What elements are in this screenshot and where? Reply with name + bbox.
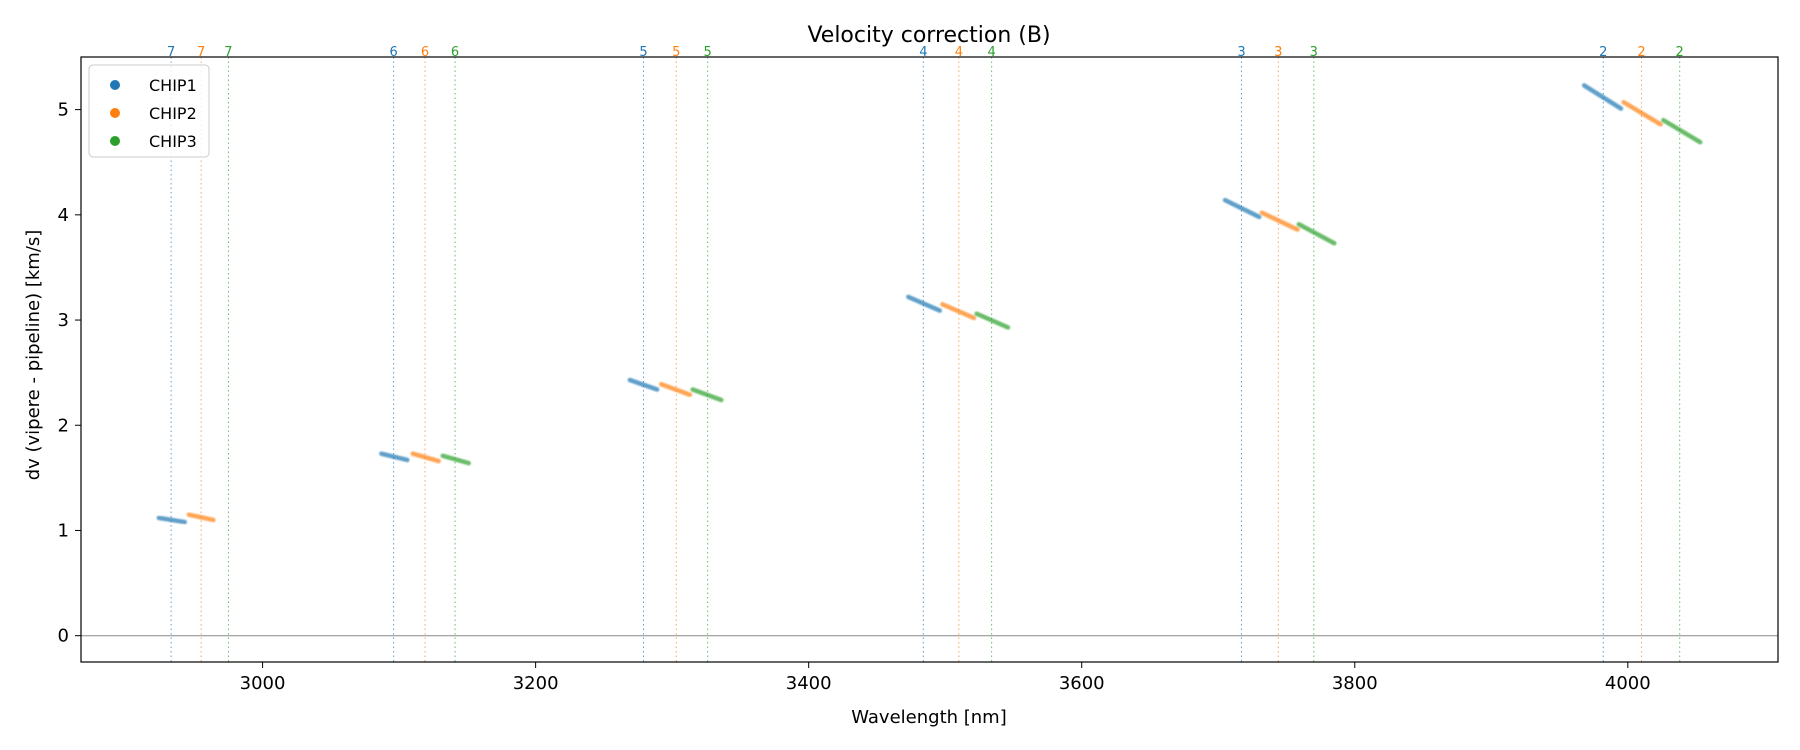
order-marker-label: 4 bbox=[955, 45, 963, 60]
data-segment-chip2 bbox=[410, 451, 441, 464]
y-tick-label: 0 bbox=[58, 626, 69, 647]
axes-frame bbox=[80, 56, 1779, 663]
data-segment-chip1 bbox=[156, 515, 188, 525]
x-axis: 3000 3200 3400 3600 3800 4000 bbox=[240, 662, 1651, 694]
order-marker-label: 5 bbox=[639, 45, 647, 60]
legend-marker-chip2 bbox=[110, 108, 120, 118]
order-marker-label: 7 bbox=[224, 45, 232, 60]
legend-marker-chip1 bbox=[110, 80, 120, 90]
y-tick-label: 3 bbox=[58, 310, 69, 331]
x-tick-label: 3600 bbox=[1059, 673, 1105, 694]
data-segment-chip2 bbox=[658, 381, 693, 397]
x-tick-label: 3800 bbox=[1332, 673, 1378, 694]
order-marker-label: 2 bbox=[1599, 45, 1607, 60]
order-marker-label: 7 bbox=[167, 45, 175, 60]
y-tick-label: 1 bbox=[58, 520, 69, 541]
legend-label-chip3: CHIP3 bbox=[149, 132, 197, 151]
data-segment-chip1 bbox=[1581, 83, 1624, 111]
order-marker-label: 6 bbox=[451, 45, 459, 60]
data-segment-chip3 bbox=[1296, 222, 1337, 246]
order-marker-label: 3 bbox=[1274, 45, 1282, 60]
order-marker-label: 2 bbox=[1676, 45, 1684, 60]
order-marker-label: 4 bbox=[987, 45, 995, 60]
chart-title: Velocity correction (B) bbox=[807, 23, 1050, 48]
y-tick-label: 5 bbox=[58, 100, 69, 121]
order-marker-label: 4 bbox=[919, 45, 927, 60]
legend: CHIP1 CHIP2 CHIP3 bbox=[88, 64, 210, 158]
plot-content: 7 7 7 6 6 6 5 5 5 4 4 4 3 3 3 2 2 2 bbox=[81, 45, 1778, 662]
x-tick-label: 4000 bbox=[1605, 673, 1651, 694]
y-axis-label: dv (vipere - pipeline) [km/s] bbox=[23, 230, 44, 481]
data-segment-chip1 bbox=[627, 377, 660, 392]
legend-label-chip2: CHIP2 bbox=[149, 104, 197, 123]
order-marker-label: 2 bbox=[1637, 45, 1645, 60]
data-segment-chip2 bbox=[1621, 99, 1663, 127]
order-marker-label: 5 bbox=[704, 45, 712, 60]
data-segment-chip1 bbox=[906, 294, 942, 313]
x-tick-label: 3200 bbox=[513, 673, 559, 694]
order-marker-label: 6 bbox=[390, 45, 398, 60]
data-segment-chip3 bbox=[974, 311, 1011, 330]
order-marker-label: 5 bbox=[672, 45, 680, 60]
data-segment-chip3 bbox=[690, 387, 724, 403]
data-segment-chip1 bbox=[379, 451, 410, 463]
data-segment-chip2 bbox=[1259, 210, 1300, 232]
data-segment-chip2 bbox=[186, 512, 216, 523]
legend-label-chip1: CHIP1 bbox=[149, 76, 197, 95]
x-tick-label: 3400 bbox=[786, 673, 832, 694]
y-tick-label: 2 bbox=[58, 415, 69, 436]
order-marker-label: 6 bbox=[421, 45, 429, 60]
data-segment-chip3 bbox=[440, 453, 471, 466]
data-segment-chip1 bbox=[1222, 197, 1262, 220]
legend-marker-chip3 bbox=[110, 136, 120, 146]
order-marker-label: 3 bbox=[1310, 45, 1318, 60]
order-marker-label: 3 bbox=[1237, 45, 1245, 60]
order-marker-label: 7 bbox=[197, 45, 205, 60]
data-segment-chip3 bbox=[1661, 117, 1703, 145]
y-tick-label: 4 bbox=[58, 205, 69, 226]
data-segment-chip2 bbox=[940, 302, 977, 321]
x-axis-label: Wavelength [nm] bbox=[851, 707, 1007, 728]
y-axis: 0 1 2 3 4 5 bbox=[58, 100, 81, 647]
x-tick-label: 3000 bbox=[240, 673, 286, 694]
